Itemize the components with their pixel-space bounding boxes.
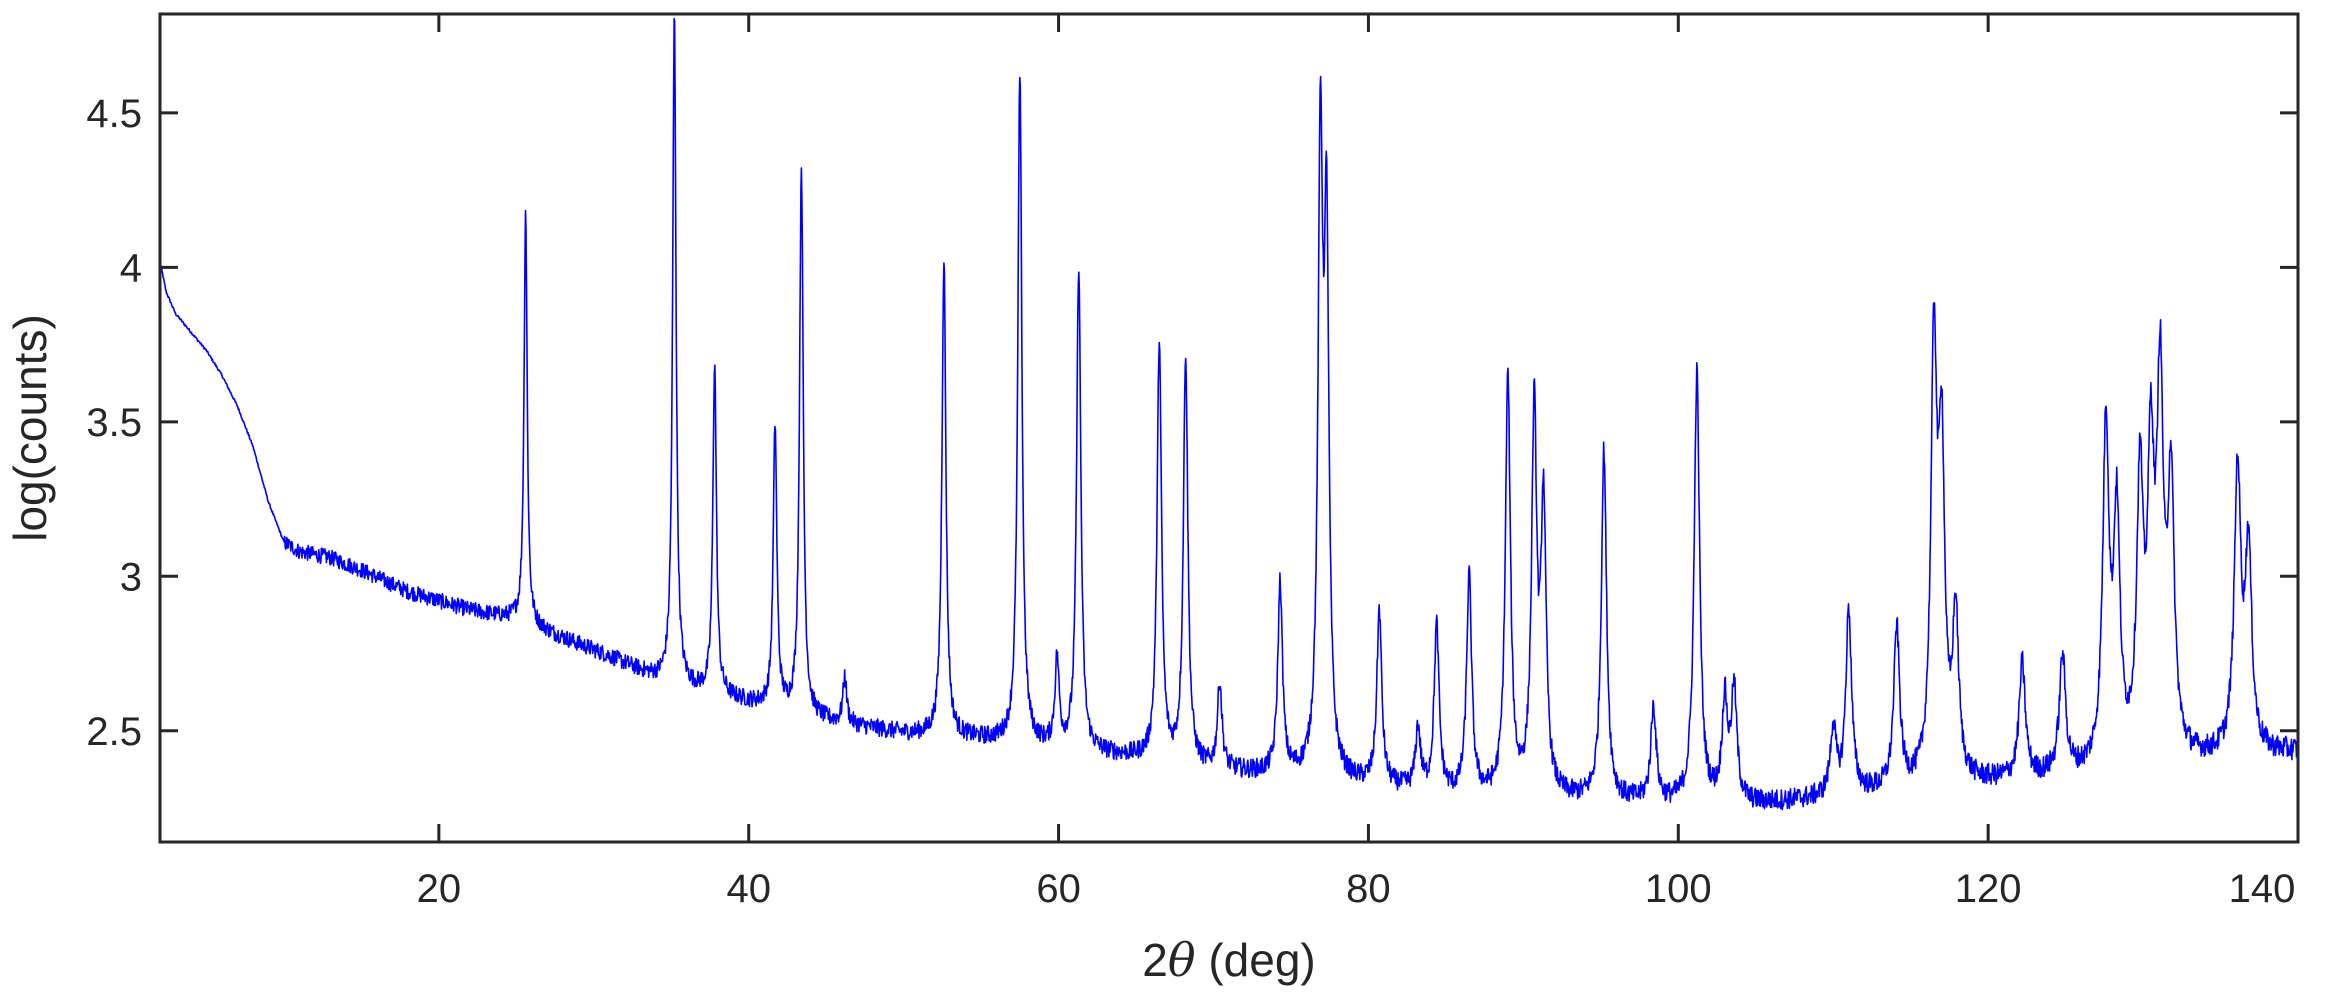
y-tick-label: 4 bbox=[120, 246, 142, 290]
x-tick-label: 60 bbox=[1036, 867, 1081, 911]
x-tick-label: 100 bbox=[1645, 867, 1712, 911]
y-tick-label: 2.5 bbox=[86, 710, 142, 754]
y-tick-label: 3 bbox=[120, 555, 142, 599]
x-axis-label: 2θ (deg) bbox=[1142, 933, 1315, 987]
x-tick-label: 80 bbox=[1346, 867, 1391, 911]
x-tick-label: 120 bbox=[1955, 867, 2022, 911]
x-tick-label: 40 bbox=[726, 867, 771, 911]
y-axis: 2.5 3 3.5 4 4.5 bbox=[86, 92, 2298, 754]
plot-area bbox=[160, 14, 2298, 842]
x-tick-label: 140 bbox=[2229, 867, 2296, 911]
x-tick-label: 20 bbox=[417, 867, 462, 911]
series-line bbox=[159, 17, 2299, 811]
y-tick-label: 3.5 bbox=[86, 401, 142, 445]
axes-box bbox=[158, 12, 2300, 844]
y-tick-label: 4.5 bbox=[86, 92, 142, 136]
y-axis-label: log(counts) bbox=[4, 314, 56, 542]
x-axis: 20 40 60 80 100 120 140 bbox=[417, 14, 2300, 911]
